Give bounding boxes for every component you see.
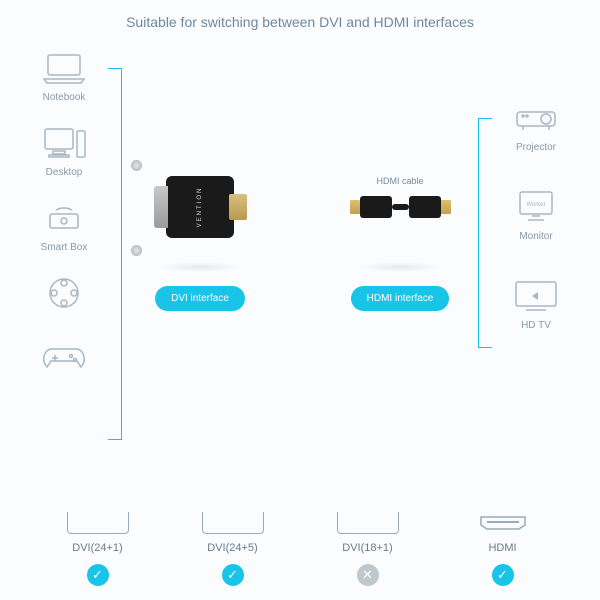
device-notebook: Notebook bbox=[30, 48, 98, 103]
shadow bbox=[360, 262, 440, 272]
device-label: HD TV bbox=[521, 320, 551, 331]
dvi-adapter-icon: VENTION bbox=[148, 158, 253, 258]
check-icon: ✓ bbox=[492, 564, 514, 586]
device-gamepad-round bbox=[30, 273, 98, 317]
svg-text:Worker: Worker bbox=[526, 202, 545, 208]
diagram-area: Notebook Desktop Smart Box bbox=[0, 38, 600, 453]
monitor-icon: Worker bbox=[512, 187, 560, 227]
compat-label: DVI(18+1) bbox=[342, 542, 392, 554]
hdmi-cable-label: HDMI cable bbox=[348, 176, 453, 186]
hdmi-connector: HDMI cable HDMI interface bbox=[335, 158, 465, 311]
device-projector: Projector bbox=[502, 98, 570, 153]
device-label: Desktop bbox=[46, 167, 83, 178]
hdmi-interface-badge: HDMI interface bbox=[351, 286, 450, 311]
device-controller bbox=[30, 337, 98, 381]
compat-label: DVI(24+1) bbox=[72, 542, 122, 554]
device-tv: HD TV bbox=[502, 276, 570, 331]
check-icon: ✓ bbox=[222, 564, 244, 586]
brand-text: VENTION bbox=[197, 187, 203, 228]
dvi-interface-badge: DVI interface bbox=[155, 286, 245, 311]
desktop-icon bbox=[40, 123, 88, 163]
compat-label: DVI(24+5) bbox=[207, 542, 257, 554]
device-smartbox: Smart Box bbox=[30, 198, 98, 253]
left-bracket-line bbox=[108, 68, 122, 440]
controller-icon bbox=[40, 337, 88, 377]
compat-hdmi: HDMI ✓ bbox=[448, 512, 558, 586]
compat-label: HDMI bbox=[488, 542, 516, 554]
right-bracket-line bbox=[478, 118, 492, 348]
dvi-port-icon bbox=[337, 512, 399, 534]
dvi-port-icon bbox=[67, 512, 129, 534]
shadow bbox=[160, 262, 240, 272]
hdmi-port-icon bbox=[472, 512, 534, 534]
gamepad-round-icon bbox=[40, 273, 88, 313]
right-device-column: Projector Worker Monitor HD TV bbox=[502, 98, 570, 331]
laptop-icon bbox=[40, 48, 88, 88]
compat-dvi-24-5: DVI(24+5) ✓ bbox=[178, 512, 288, 586]
dvi-port-icon bbox=[202, 512, 264, 534]
device-label: Projector bbox=[516, 142, 556, 153]
device-label: Smart Box bbox=[41, 242, 88, 253]
page-title: Suitable for switching between DVI and H… bbox=[0, 0, 600, 30]
dvi-connector: VENTION DVI interface bbox=[135, 158, 265, 311]
projector-icon bbox=[512, 98, 560, 138]
cross-icon: ✕ bbox=[357, 564, 379, 586]
compatibility-row: DVI(24+1) ✓ DVI(24+5) ✓ DVI(18+1) ✕ HDMI… bbox=[0, 512, 600, 586]
device-monitor: Worker Monitor bbox=[502, 187, 570, 242]
device-label: Notebook bbox=[43, 92, 86, 103]
left-device-column: Notebook Desktop Smart Box bbox=[30, 48, 98, 381]
compat-dvi-18-1: DVI(18+1) ✕ bbox=[313, 512, 423, 586]
tv-icon bbox=[512, 276, 560, 316]
device-desktop: Desktop bbox=[30, 123, 98, 178]
check-icon: ✓ bbox=[87, 564, 109, 586]
smart-box-icon bbox=[40, 198, 88, 238]
device-label: Monitor bbox=[519, 231, 552, 242]
compat-dvi-24-1: DVI(24+1) ✓ bbox=[43, 512, 153, 586]
center-connector-group: VENTION DVI interface HDMI cable HDMI in… bbox=[135, 158, 465, 311]
hdmi-cable-icon: HDMI cable bbox=[348, 158, 453, 258]
